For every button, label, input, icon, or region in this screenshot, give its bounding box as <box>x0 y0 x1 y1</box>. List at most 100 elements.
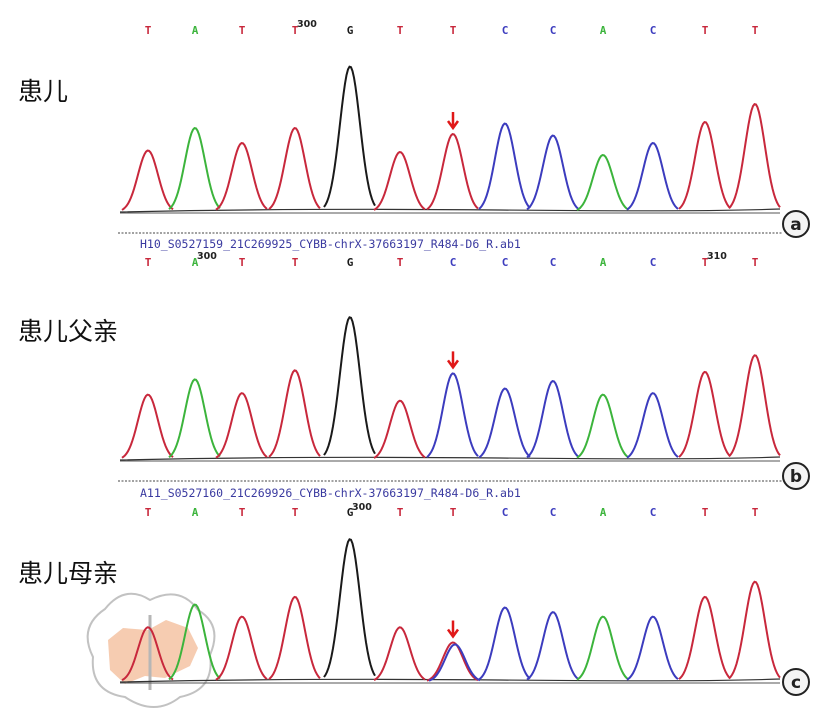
peak-T <box>121 626 174 681</box>
base-call: T <box>292 506 299 519</box>
base-call: C <box>650 506 657 519</box>
base-call: A <box>192 506 199 519</box>
position-label: 300 <box>197 251 217 262</box>
base-call: T <box>752 24 759 37</box>
peak-T <box>268 127 321 210</box>
peak-T <box>678 595 731 680</box>
peak-C <box>478 606 531 681</box>
base-call: T <box>239 256 246 269</box>
baseline-trace <box>119 678 781 683</box>
baseline-trace <box>119 456 781 461</box>
base-call: G <box>347 506 354 519</box>
panel-label: 患儿父亲 <box>18 317 118 346</box>
peak-T <box>215 142 268 211</box>
chinese-medical-association-seal <box>86 592 216 708</box>
base-call: T <box>450 506 457 519</box>
base-call: A <box>600 506 607 519</box>
base-call: T <box>752 506 759 519</box>
peak-A <box>576 393 629 459</box>
peak-A <box>576 154 629 211</box>
base-call: T <box>702 24 709 37</box>
peak-C <box>478 122 531 210</box>
peak-C <box>626 392 679 459</box>
base-call: C <box>650 256 657 269</box>
position-label: 300 <box>352 502 372 513</box>
panel-letter: c <box>791 673 801 693</box>
base-call: C <box>502 24 509 37</box>
base-call: C <box>450 256 457 269</box>
baseline-trace <box>119 208 781 213</box>
base-call: C <box>550 256 557 269</box>
base-call: C <box>502 506 509 519</box>
peak-T <box>373 399 426 459</box>
peak-T <box>728 580 781 680</box>
peak-T <box>373 151 426 211</box>
base-call: A <box>600 256 607 269</box>
base-call: C <box>502 256 509 269</box>
variant-arrow-icon <box>446 112 460 131</box>
position-label: 300 <box>297 19 317 30</box>
base-call: T <box>239 506 246 519</box>
base-call: T <box>702 256 709 269</box>
peak-T <box>215 615 268 681</box>
peak-C <box>428 643 481 682</box>
peak-C <box>526 380 579 459</box>
peak-A <box>168 603 221 681</box>
base-call: T <box>292 256 299 269</box>
peak-T <box>215 392 268 459</box>
panel-c: 患儿母亲 T A T T G T T C C A C T T 300 c <box>18 502 810 696</box>
base-call: T <box>397 256 404 269</box>
base-call: T <box>397 506 404 519</box>
peak-T <box>678 121 731 210</box>
trace-filename: A11_S0527160_21C269926_CYBB-chrX-3766319… <box>140 486 521 500</box>
peak-C <box>626 615 679 681</box>
peak-A <box>576 615 629 681</box>
variant-arrow-icon <box>446 351 460 370</box>
peak-T <box>728 354 781 458</box>
position-label: 310 <box>707 251 727 262</box>
base-call: G <box>347 24 354 37</box>
base-call: C <box>550 506 557 519</box>
panel-label: 患儿母亲 <box>18 559 118 588</box>
panel-b: 患儿父亲 T A T T G T C C C A C T T 300 310 A11_S0527160_21C2… <box>18 251 810 500</box>
peak-T <box>121 393 174 459</box>
peak-T <box>373 626 426 681</box>
peak-T <box>268 595 321 680</box>
peak-C <box>626 142 679 211</box>
peak-C <box>526 611 579 681</box>
peak-T <box>268 369 321 458</box>
base-call: T <box>702 506 709 519</box>
peak-G <box>323 65 376 208</box>
base-call: A <box>192 24 199 37</box>
base-call: G <box>347 256 354 269</box>
panel-label: 患儿 <box>18 77 68 106</box>
peak-A <box>168 378 221 459</box>
peak-C <box>426 372 479 458</box>
base-call: A <box>600 24 607 37</box>
peak-T <box>121 149 174 211</box>
panel-letter-badge <box>782 668 810 696</box>
peak-G <box>323 316 376 456</box>
peak-C <box>478 387 531 459</box>
base-call: C <box>550 24 557 37</box>
base-call: T <box>145 506 152 519</box>
base-call: T <box>145 256 152 269</box>
base-call: T <box>752 256 759 269</box>
panel-letter: b <box>790 467 802 487</box>
base-call: T <box>397 24 404 37</box>
base-call: C <box>650 24 657 37</box>
peak-A <box>168 127 221 210</box>
peak-T <box>728 102 781 209</box>
panel-letter: a <box>790 215 801 235</box>
base-call: T <box>450 24 457 37</box>
peak-C <box>526 134 579 211</box>
peak-T <box>426 641 479 682</box>
base-call: A <box>192 256 199 269</box>
peak-T <box>678 370 731 458</box>
panel-letter-badge <box>782 210 810 238</box>
peak-G <box>323 538 376 678</box>
panel-letter-badge <box>782 462 810 490</box>
variant-arrow-icon <box>446 620 460 639</box>
trace-filename: H10_S0527159_21C269925_CYBB-chrX-3766319… <box>140 237 521 251</box>
base-call: T <box>239 24 246 37</box>
